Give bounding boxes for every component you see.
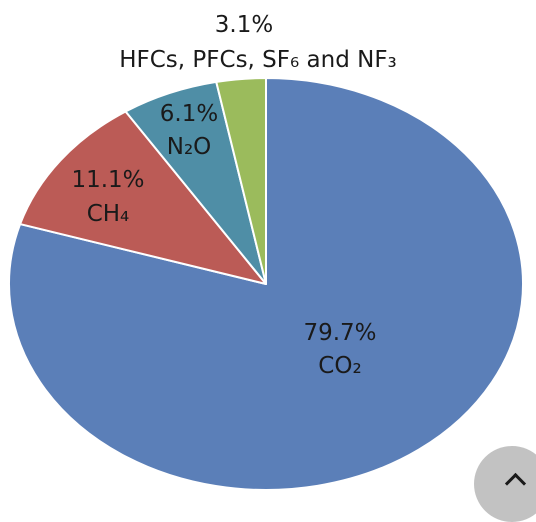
pie-chart: 79.7% CO₂ 11.1% CH₄ 6.1% N₂O 3.1% HFCs, … [8, 12, 536, 522]
chevron-up-icon [504, 472, 527, 495]
pie-slice-co2 [8, 77, 524, 491]
slice-label-name-n2o: N₂O [167, 134, 212, 160]
pie-chart-svg: 79.7% CO₂ 11.1% CH₄ 6.1% N₂O 3.1% HFCs, … [8, 12, 524, 491]
pie-slice-hfcs [215, 77, 267, 285]
slice-label-name-co2: CO₂ [318, 353, 361, 379]
slice-label-percent-co2: 79.7% [303, 320, 376, 346]
slice-label-percent-hfcs: 3.1% [215, 12, 273, 38]
scroll-to-top-button[interactable] [474, 446, 536, 522]
slice-label-percent-n2o: 6.1% [160, 101, 218, 127]
slice-label-percent-ch4: 11.1% [71, 167, 144, 193]
pie-slice-ch4 [19, 110, 267, 285]
pie-slices [8, 77, 524, 491]
slice-label-name-ch4: CH₄ [87, 201, 130, 227]
slice-label-name-hfcs: HFCs, PFCs, SF₆ and NF₃ [119, 47, 397, 73]
